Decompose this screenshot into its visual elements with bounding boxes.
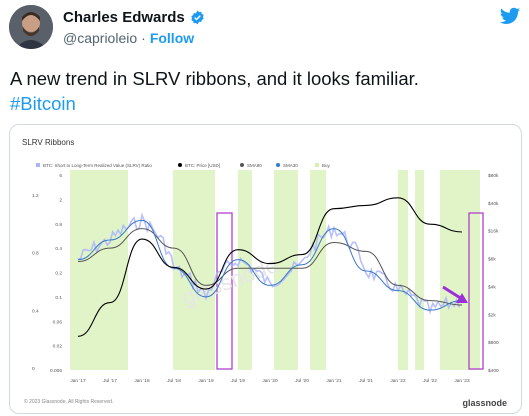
- x-tick-label: Jul '19: [231, 378, 245, 384]
- follow-button[interactable]: Follow: [149, 30, 195, 46]
- x-tick-label: Jan '23: [454, 378, 470, 384]
- legend-swatch-sma30: [276, 163, 280, 167]
- x-tick-label: Jan '18: [134, 378, 150, 384]
- y-left-outer-tick-label: 0.8: [32, 251, 39, 257]
- price-line: [77, 197, 463, 337]
- highlight-box-0: [216, 212, 233, 370]
- legend-swatch-buy: [315, 163, 319, 167]
- y-left-outer-ticks: 1.2 0.8 0.4 0: [32, 193, 39, 372]
- buy-zone-3: [274, 170, 298, 370]
- buy-zone-2: [238, 170, 252, 370]
- author-handle-row: @caprioleio · Follow: [63, 30, 194, 46]
- legend-swatch-sma90: [240, 163, 244, 167]
- buy-zones: [70, 170, 480, 370]
- buy-zone-6: [415, 170, 424, 370]
- x-tick-label: Jan '21: [326, 378, 342, 384]
- sma90-line: [77, 228, 463, 306]
- legend-swatch-price: [178, 163, 182, 167]
- author-handle[interactable]: @caprioleio: [63, 30, 138, 46]
- y-left-outer-tick-label: 0: [32, 366, 35, 372]
- slrv-chart: BTC: Short to Long-Term Realized Value (…: [32, 163, 499, 384]
- avatar[interactable]: [9, 5, 53, 49]
- legend-sma30: SMA30: [283, 163, 298, 168]
- y-right-tick-label: $40k: [488, 201, 499, 207]
- y-left-inner-tick-label: 2: [59, 197, 62, 203]
- chart-legend: BTC: Short to Long-Term Realized Value (…: [36, 163, 331, 168]
- chart-brand: glassnode: [462, 398, 507, 408]
- x-tick-label: Jan '17: [70, 378, 86, 384]
- highlight-box-1: [468, 212, 484, 370]
- x-tick-label: Jan '20: [262, 378, 278, 384]
- y-left-inner-tick-label: 0.06: [53, 319, 63, 325]
- y-right-tick-label: $8k: [488, 257, 496, 263]
- y-left-inner-tick-label: 0.02: [53, 344, 63, 350]
- twitter-bird-icon[interactable]: [499, 5, 521, 27]
- verified-badge-icon: [191, 10, 204, 25]
- legend-swatch-slrv: [36, 163, 40, 167]
- slrv-ribbon-line: [77, 212, 461, 315]
- avatar-image: [9, 5, 53, 49]
- y-right-tick-label: $16k: [488, 229, 499, 235]
- y-right-tick-label: $400: [488, 368, 499, 374]
- x-axis-ticks: Jan '17 Jul '17 Jan '18 Jul '18 Jan '19 Jul '…: [70, 378, 470, 384]
- y-left-inner-tick-label: 0.4: [55, 246, 62, 252]
- legend-buy: Buy: [322, 163, 331, 168]
- buy-zone-5: [398, 170, 408, 370]
- buy-zone-7: [440, 170, 480, 370]
- x-tick-label: Jul '20: [295, 378, 309, 384]
- y-right-ticks: $80k $40k $16k $8k $4k $2k $800 $400: [488, 173, 499, 374]
- y-right-tick-label: $80k: [488, 173, 499, 179]
- hashtag-link[interactable]: #Bitcoin: [10, 93, 76, 114]
- y-right-tick-label: $800: [488, 340, 499, 346]
- highlight-boxes: [216, 212, 484, 370]
- x-tick-label: Jul '17: [103, 378, 117, 384]
- y-left-inner-tick-label: 0.006: [50, 368, 62, 374]
- author-name-row: Charles Edwards: [63, 9, 205, 26]
- x-tick-label: Jul '18: [167, 378, 181, 384]
- buy-zone-4: [310, 170, 326, 370]
- legend-sma90: SMA90: [247, 163, 262, 168]
- separator: ·: [141, 30, 146, 46]
- y-right-tick-label: $4k: [488, 284, 496, 290]
- y-left-inner-tick-label: 6: [59, 173, 62, 179]
- legend-price: BTC: Price [USD]: [185, 163, 220, 168]
- chart-copyright: © 2023 Glassnode. All Rights Reserved.: [24, 399, 114, 405]
- tweet-header: Charles Edwards @caprioleio · Follow: [0, 0, 529, 60]
- author-name[interactable]: Charles Edwards: [63, 9, 185, 26]
- y-left-inner-tick-label: 0.1: [55, 295, 62, 301]
- tweet-body: A new trend in SLRV ribbons, and it look…: [10, 66, 520, 116]
- legend-slrv: BTC: Short to Long-Term Realized Value (…: [43, 163, 152, 168]
- buy-zone-0: [70, 170, 128, 370]
- chart-card[interactable]: SLRV Ribbons BTC: Short to Long-Term Rea…: [9, 124, 522, 414]
- x-tick-label: Jan '22: [390, 378, 406, 384]
- x-tick-label: Jan '19: [198, 378, 214, 384]
- y-left-inner-tick-label: 0.2: [55, 271, 62, 277]
- x-tick-label: Jul '22: [423, 378, 437, 384]
- tweet-text: A new trend in SLRV ribbons, and it look…: [10, 68, 419, 89]
- y-right-tick-label: $2k: [488, 312, 496, 318]
- chart-title: SLRV Ribbons: [22, 138, 75, 147]
- y-left-inner-tick-label: 0.8: [55, 222, 62, 228]
- y-left-inner-ticks: 6 2 0.8 0.4 0.2 0.1 0.06 0.02 0.006: [50, 173, 62, 374]
- y-left-outer-tick-label: 0.4: [32, 308, 39, 314]
- sma30-line: [77, 219, 463, 311]
- y-left-outer-tick-label: 1.2: [32, 193, 39, 199]
- annotation-arrow: [442, 285, 468, 303]
- x-tick-label: Jul '21: [359, 378, 373, 384]
